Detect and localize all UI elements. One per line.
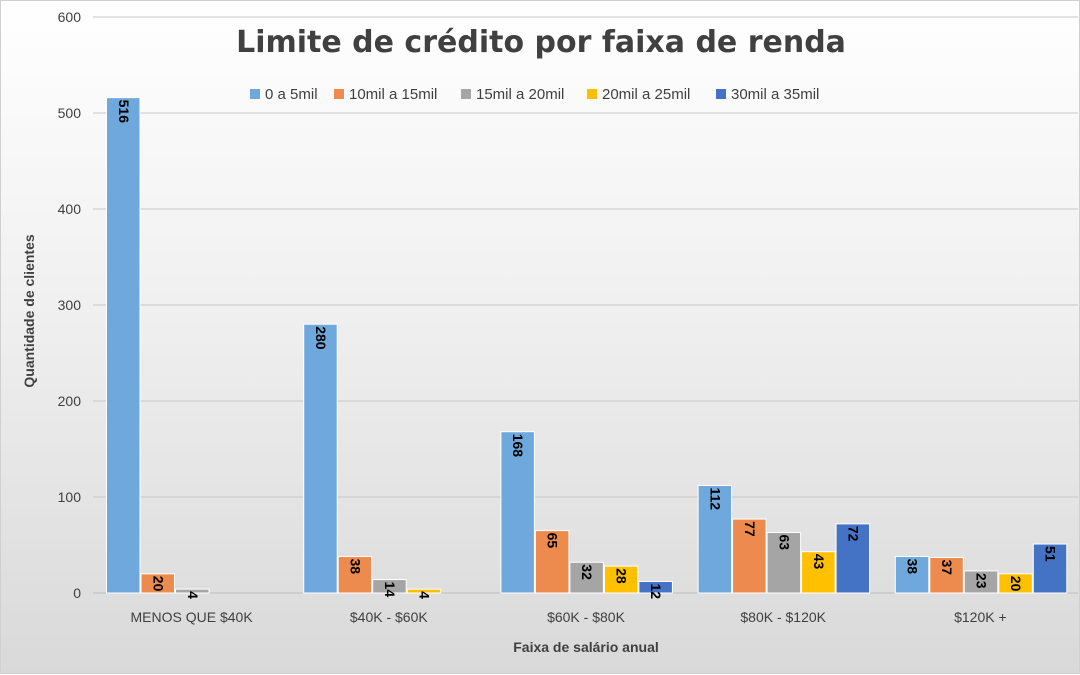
legend-swatch — [461, 89, 471, 99]
bar — [998, 573, 1033, 594]
data-label: 4 — [416, 591, 432, 599]
x-category-label: $40K - $60K — [350, 609, 428, 625]
legend-swatch — [716, 89, 726, 99]
x-axis-categories: MENOS QUE $40K $40K - $60K $60K - $80K $80K… — [131, 609, 1007, 625]
bar — [372, 579, 407, 594]
legend-swatch — [250, 89, 260, 99]
bar — [337, 556, 373, 594]
y-tick-label: 300 — [58, 297, 82, 313]
bar — [835, 523, 871, 594]
data-label: 12 — [648, 583, 664, 599]
gridlines — [93, 16, 1078, 594]
legend-label: 15mil a 20mil — [476, 86, 564, 103]
bar — [534, 530, 570, 594]
y-tick-label: 100 — [58, 489, 82, 505]
bar — [603, 565, 639, 594]
x-category-label: $60K - $80K — [547, 609, 625, 625]
x-axis-title: Faixa de salário anual — [513, 639, 659, 655]
bar — [732, 518, 767, 594]
bar — [1032, 543, 1068, 594]
y-tick-label: 500 — [58, 105, 82, 121]
legend-swatch — [587, 89, 597, 99]
bar — [638, 580, 673, 594]
bar — [303, 323, 338, 594]
data-label: 280 — [313, 326, 329, 350]
data-label: 63 — [776, 535, 792, 551]
x-category-label: $120K + — [954, 609, 1007, 625]
bar — [569, 561, 604, 594]
bar — [963, 570, 999, 594]
legend-label: 20mil a 25mil — [602, 86, 690, 103]
bar — [500, 431, 535, 594]
data-label: 168 — [510, 434, 526, 458]
legend-swatch — [334, 89, 344, 99]
y-tick-label: 0 — [73, 585, 81, 601]
data-label: 20 — [1008, 576, 1024, 592]
data-label: 38 — [905, 559, 921, 575]
bar — [929, 556, 964, 594]
y-axis-title: Quantidade de clientes — [21, 234, 37, 387]
x-category-label: $80K - $120K — [740, 609, 826, 625]
data-label: 112 — [707, 487, 723, 510]
data-label: 38 — [347, 559, 363, 575]
data-labels: 516 20 4 280 38 14 4 168 65 32 28 12 112 77 63 43 72 38 37… — [116, 100, 1059, 600]
legend-label: 10mil a 15mil — [349, 86, 437, 103]
x-category-label: MENOS QUE $40K — [131, 609, 254, 625]
bar — [894, 556, 930, 594]
data-label: 65 — [545, 533, 561, 549]
data-label: 72 — [845, 526, 861, 542]
bar — [801, 551, 836, 594]
bar — [140, 573, 175, 594]
chart-title: Limite de crédito por faixa de renda — [236, 25, 846, 60]
bar — [175, 588, 210, 594]
data-label: 23 — [974, 573, 990, 589]
legend: 0 a 5mil 10mil a 15mil 15mil a 20mil 20mil … — [250, 86, 819, 103]
data-label: 32 — [579, 564, 595, 580]
legend-label: 30mil a 35mil — [731, 86, 819, 103]
y-axis-ticks: 0 100 200 300 400 500 600 — [58, 9, 82, 601]
data-label: 14 — [382, 582, 398, 598]
data-label: 37 — [939, 559, 955, 575]
y-tick-label: 200 — [58, 393, 82, 409]
data-label: 77 — [742, 521, 758, 537]
bar — [766, 532, 802, 594]
data-label: 28 — [614, 568, 630, 584]
data-label: 4 — [185, 591, 201, 599]
data-label: 20 — [150, 576, 166, 592]
bar — [697, 484, 733, 594]
y-tick-label: 600 — [58, 9, 82, 25]
data-label: 43 — [811, 554, 827, 570]
data-label: 51 — [1043, 546, 1059, 562]
bar — [106, 97, 141, 594]
data-label: 516 — [116, 100, 132, 124]
y-tick-label: 400 — [58, 201, 82, 217]
bar — [406, 588, 442, 594]
bars — [106, 97, 1068, 594]
legend-label: 0 a 5mil — [265, 86, 318, 103]
